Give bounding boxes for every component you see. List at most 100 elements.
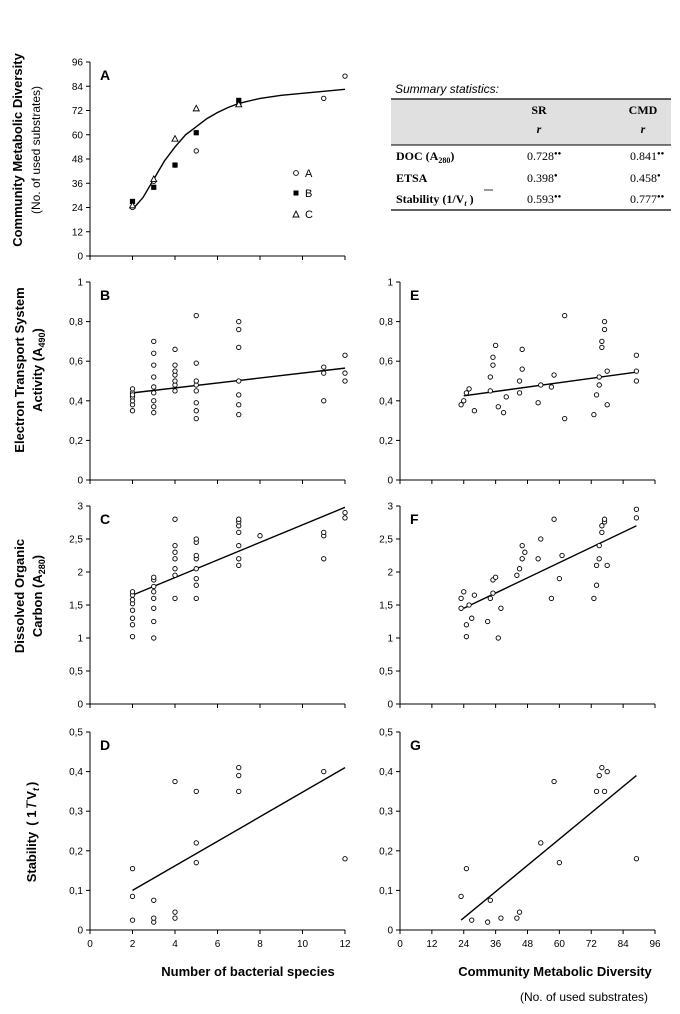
data-point bbox=[604, 562, 610, 569]
data-point bbox=[601, 318, 608, 325]
data-point bbox=[601, 326, 608, 333]
legend-c-marker bbox=[292, 209, 300, 218]
data-point bbox=[151, 350, 157, 356]
ylabel-etsa-line2: Activity (A490) bbox=[30, 328, 47, 412]
data-point bbox=[469, 917, 475, 923]
data-point bbox=[151, 583, 157, 590]
data-point bbox=[172, 556, 178, 562]
data-point bbox=[151, 398, 157, 404]
data-point bbox=[633, 352, 640, 358]
x-tick-label: 12 bbox=[339, 939, 351, 950]
y-tick-label: 0 bbox=[77, 926, 83, 937]
row-stab-label: Stability (1/V bbox=[396, 192, 465, 206]
data-point bbox=[458, 595, 464, 602]
data-point bbox=[342, 370, 348, 376]
x-tick-label: 48 bbox=[522, 939, 534, 950]
data-point bbox=[503, 394, 509, 400]
panel-letter: F bbox=[410, 511, 419, 527]
panel-letter: E bbox=[410, 287, 419, 303]
data-point bbox=[498, 915, 504, 921]
data-point bbox=[129, 392, 136, 398]
data-point bbox=[599, 344, 605, 350]
data-point bbox=[129, 634, 136, 640]
data-point bbox=[556, 575, 563, 582]
data-point bbox=[172, 909, 178, 915]
summary-row-label: Stability (1/Vt ) bbox=[396, 192, 474, 208]
data-point bbox=[522, 549, 528, 555]
data-point bbox=[514, 915, 520, 921]
x-tick-label: 12 bbox=[426, 939, 438, 950]
data-point bbox=[463, 634, 470, 640]
row-etsa-cmd-sig: ● bbox=[657, 173, 661, 179]
data-point bbox=[535, 556, 541, 562]
data-point bbox=[151, 635, 157, 641]
y-tick-label: 2 bbox=[387, 568, 393, 579]
data-point bbox=[193, 536, 199, 542]
x-tick-label: 8 bbox=[257, 939, 263, 950]
regression-line bbox=[132, 506, 346, 596]
summary-row: ETSA 0.398● 0.458● bbox=[396, 171, 661, 185]
data-point bbox=[172, 362, 178, 368]
data-point bbox=[129, 865, 136, 872]
data-point bbox=[551, 778, 557, 785]
y-tick-label: 2,5 bbox=[379, 535, 393, 546]
row-doc-sub: 280 bbox=[438, 156, 450, 165]
data-point bbox=[633, 506, 640, 512]
data-point bbox=[516, 390, 523, 396]
row-doc-label: DOC (A bbox=[396, 149, 439, 163]
data-point bbox=[519, 556, 525, 562]
data-point bbox=[463, 622, 470, 628]
summary-caption: Summary statistics: bbox=[395, 82, 499, 96]
data-point bbox=[492, 342, 499, 349]
ylabel-stability-word: Stability bbox=[24, 831, 39, 882]
row-doc-sr: 0.728 bbox=[527, 149, 554, 163]
data-point bbox=[633, 378, 640, 384]
data-point bbox=[193, 552, 199, 559]
data-point bbox=[556, 860, 563, 866]
ylabel-stability: Stability ( 1 / Vt) bbox=[24, 782, 41, 883]
legend-b-label: B bbox=[305, 188, 312, 200]
data-point bbox=[487, 595, 493, 602]
data-point bbox=[593, 392, 600, 398]
panel-letter: G bbox=[410, 737, 421, 753]
ylabel-doc-close: ) bbox=[30, 555, 45, 559]
data-point bbox=[236, 516, 242, 522]
data-point bbox=[172, 346, 178, 352]
x-tick-label: 2 bbox=[130, 939, 136, 950]
data-point bbox=[596, 374, 602, 380]
y-tick-label: 0,4 bbox=[379, 396, 393, 407]
data-point bbox=[591, 412, 597, 418]
y-tick-label: 0,5 bbox=[69, 728, 83, 739]
panel-letter: D bbox=[100, 737, 110, 753]
data-point bbox=[151, 390, 157, 396]
data-point bbox=[236, 378, 242, 384]
ylabel-etsa-line1: Electron Transport System bbox=[12, 287, 27, 452]
data-point bbox=[151, 404, 157, 410]
data-point bbox=[129, 622, 136, 628]
row-doc-close: ) bbox=[450, 149, 454, 163]
data-point bbox=[519, 346, 525, 352]
panel-letter: A bbox=[100, 67, 110, 83]
data-point bbox=[171, 134, 179, 142]
ylabel-stability-formula: ( 1 / V bbox=[24, 791, 39, 826]
y-tick-label: 36 bbox=[72, 179, 84, 190]
data-point bbox=[172, 162, 178, 168]
data-point bbox=[129, 589, 136, 595]
regression-line bbox=[132, 767, 346, 892]
xlabel-cmd: Community Metabolic Diversity bbox=[458, 964, 652, 979]
data-point bbox=[519, 542, 525, 549]
data-point bbox=[129, 607, 136, 613]
row-etsa-label: ETSA bbox=[396, 171, 428, 185]
summary-sub-cmd: r bbox=[641, 122, 646, 136]
data-point bbox=[129, 917, 136, 923]
data-point bbox=[151, 915, 157, 921]
data-point bbox=[490, 362, 496, 368]
summary-header-bg bbox=[391, 99, 671, 145]
data-point bbox=[193, 788, 199, 795]
data-point bbox=[548, 384, 555, 390]
data-point bbox=[151, 618, 157, 625]
ylabel-stability-subscript: t bbox=[31, 787, 41, 791]
x-tick-label: 0 bbox=[397, 939, 403, 950]
data-point bbox=[535, 400, 541, 406]
